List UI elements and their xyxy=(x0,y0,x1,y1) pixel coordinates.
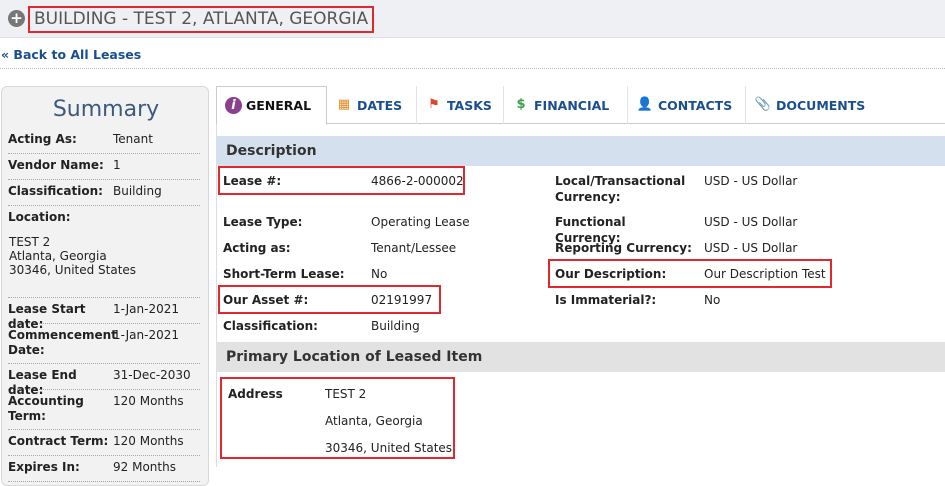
tab-label: DOCUMENTS xyxy=(776,97,866,113)
location-line: TEST 2 xyxy=(9,235,51,249)
highlight-box xyxy=(218,166,465,195)
summary-label: Classification: xyxy=(8,184,103,198)
summary-label: Commencement Date: xyxy=(8,328,117,357)
field-label: Acting as: xyxy=(223,241,291,255)
tab-general[interactable]: i GENERAL xyxy=(216,86,327,125)
field-label: Short-Term Lease: xyxy=(223,267,345,281)
paperclip-icon: 📎 xyxy=(754,97,772,112)
address-highlight xyxy=(220,377,455,459)
field-value: Tenant/Lessee xyxy=(371,241,457,255)
field-value: Building xyxy=(371,319,420,333)
summary-row: Vendor Name: 1 xyxy=(8,154,200,180)
summary-label: Contract Term: xyxy=(8,434,109,448)
money-tag-icon: $ xyxy=(516,97,526,112)
field-label: Functional Currency: xyxy=(555,215,626,245)
tab-tasks[interactable]: ⚑ TASKS xyxy=(417,86,504,124)
field-label: Our Description: xyxy=(555,267,667,281)
summary-title: Summary xyxy=(52,97,160,122)
tab-label: FINANCIAL xyxy=(534,97,610,113)
tab-label: CONTACTS xyxy=(658,97,733,113)
address-line: TEST 2 xyxy=(325,387,367,401)
summary-value: 1-Jan-2021 xyxy=(113,328,179,342)
summary-label: Acting As: xyxy=(8,132,77,146)
field-value: 4866-2-000002 xyxy=(371,174,464,188)
summary-value: 120 Months xyxy=(113,394,184,408)
summary-value: 1-Jan-2021 xyxy=(113,302,179,316)
summary-value: 120 Months xyxy=(113,434,184,448)
summary-row: Accounting Term: 120 Months xyxy=(8,390,200,430)
flag-icon: ⚑ xyxy=(428,97,440,112)
field-label: Is Immaterial?: xyxy=(555,293,657,307)
summary-row: Lease Start date: 1-Jan-2021 xyxy=(8,298,200,331)
summary-row: Acting As: Tenant xyxy=(8,128,200,154)
summary-label: Accounting Term: xyxy=(8,394,84,423)
field-label: Reporting Currency: xyxy=(555,241,692,255)
summary-value: Tenant xyxy=(113,132,153,146)
summary-value: Building xyxy=(113,184,162,198)
summary-value: 1 xyxy=(113,158,121,172)
summary-row: Commencement Date: 1-Jan-2021 xyxy=(8,324,200,364)
summary-value: 92 Months xyxy=(113,460,176,474)
back-to-leases-link[interactable]: « Back to All Leases xyxy=(1,47,142,62)
field-label: Our Asset #: xyxy=(223,293,309,307)
calendar-icon: ▦ xyxy=(337,97,351,112)
summary-row: Expires In: 92 Months xyxy=(8,456,200,482)
address-line: 30346, United States xyxy=(325,441,453,455)
field-value: Our Description Test xyxy=(704,267,826,281)
summary-location: TEST 2 Atlanta, Georgia 30346, United St… xyxy=(9,235,136,277)
highlight-box xyxy=(218,285,441,314)
address-label: Address xyxy=(228,387,283,401)
summary-label: Location: xyxy=(8,210,71,224)
summary-row: Classification: Building xyxy=(8,180,200,206)
tab-documents[interactable]: 📎 DOCUMENTS xyxy=(746,86,876,124)
tab-bar: i GENERAL ▦ DATES ⚑ TASKS $ FINANCIAL 👤 CONTA… xyxy=(216,86,945,125)
summary-row: Location: xyxy=(8,206,200,298)
summary-label: Vendor Name: xyxy=(8,158,104,172)
summary-label: Lease End date: xyxy=(8,368,77,397)
person-icon: 👤 xyxy=(636,97,654,112)
location-line: 30346, United States xyxy=(9,263,137,277)
general-content xyxy=(216,124,945,467)
address-line: Atlanta, Georgia xyxy=(325,414,423,428)
tab-contacts[interactable]: 👤 CONTACTS xyxy=(628,86,746,124)
location-line: Atlanta, Georgia xyxy=(9,249,107,263)
tab-label: GENERAL xyxy=(246,98,312,113)
field-label: Classification: xyxy=(223,319,318,333)
description-header: Description xyxy=(216,136,945,166)
field-value: No xyxy=(704,293,721,307)
field-value: USD - US Dollar xyxy=(704,174,798,188)
field-label: Lease Type: xyxy=(223,215,303,229)
summary-label: Lease Start date: xyxy=(8,302,86,331)
summary-row: Lease End date: 31-Dec-2030 xyxy=(8,364,200,397)
field-label: Lease #: xyxy=(223,174,282,188)
summary-label: Expires In: xyxy=(8,460,80,474)
field-value: USD - US Dollar xyxy=(704,241,798,255)
field-label: Local/Transactional Currency: xyxy=(555,174,686,204)
page-title: BUILDING - TEST 2, ATLANTA, GEORGIA xyxy=(28,6,375,33)
tab-label: TASKS xyxy=(447,97,492,113)
summary-row: Contract Term: 120 Months xyxy=(8,430,200,456)
summary-value: 31-Dec-2030 xyxy=(113,368,191,382)
tab-financial[interactable]: $ FINANCIAL xyxy=(504,86,628,124)
info-icon: i xyxy=(225,97,242,114)
field-value: 02191997 xyxy=(371,293,433,307)
highlight-box xyxy=(548,259,832,288)
tab-label: DATES xyxy=(357,97,403,113)
field-value: Operating Lease xyxy=(371,215,470,229)
primary-location-header: Primary Location of Leased Item xyxy=(216,342,945,372)
tab-dates[interactable]: ▦ DATES xyxy=(327,86,417,124)
expand-plus-icon[interactable]: + xyxy=(8,10,25,27)
summary-panel: Summary xyxy=(1,86,209,486)
field-value: USD - US Dollar xyxy=(704,215,798,229)
divider xyxy=(0,68,945,69)
field-value: No xyxy=(371,267,388,281)
